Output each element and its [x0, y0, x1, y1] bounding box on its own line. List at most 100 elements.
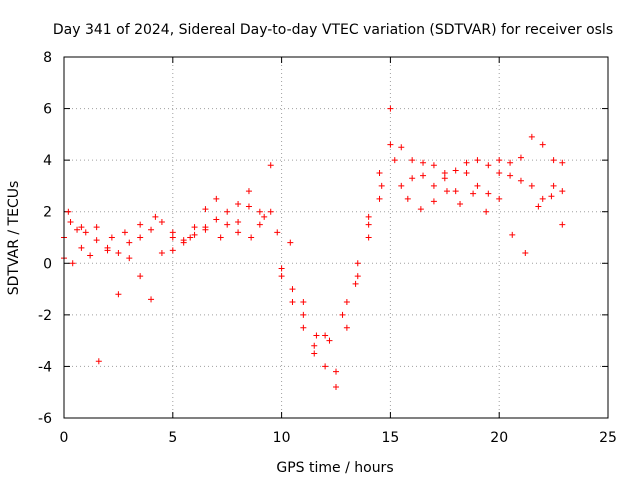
data-point — [430, 182, 437, 189]
data-point — [322, 363, 329, 370]
data-point — [137, 273, 144, 280]
data-point — [137, 234, 144, 241]
data-point — [311, 350, 318, 357]
data-point — [522, 249, 529, 256]
data-point — [148, 296, 155, 303]
y-tick-label: -4 — [38, 359, 52, 375]
data-point — [278, 273, 285, 280]
data-point — [507, 159, 514, 166]
data-point — [404, 195, 411, 202]
data-point — [152, 213, 159, 220]
data-point — [559, 188, 566, 195]
data-point — [474, 182, 481, 189]
data-point — [417, 206, 424, 213]
data-point — [278, 265, 285, 272]
x-tick-label: 0 — [60, 430, 69, 446]
data-point — [391, 157, 398, 164]
data-point — [191, 231, 198, 238]
y-tick-label: -6 — [38, 411, 52, 427]
data-point — [158, 249, 165, 256]
data-point — [452, 188, 459, 195]
data-point — [289, 286, 296, 293]
data-point — [420, 159, 427, 166]
data-point — [78, 244, 85, 251]
data-point — [126, 239, 133, 246]
x-tick-label: 25 — [599, 430, 617, 446]
data-point — [300, 311, 307, 318]
data-point — [289, 298, 296, 305]
data-point — [539, 141, 546, 148]
data-point — [539, 195, 546, 202]
data-point — [313, 332, 320, 339]
data-point — [65, 208, 72, 215]
data-point — [261, 213, 268, 220]
data-point — [507, 172, 514, 179]
x-tick-label: 5 — [168, 430, 177, 446]
data-point — [452, 167, 459, 174]
data-point — [121, 229, 128, 236]
data-point — [409, 157, 416, 164]
data-point — [548, 193, 555, 200]
grid-lines — [64, 57, 608, 418]
data-point — [267, 208, 274, 215]
data-point — [420, 172, 427, 179]
data-point — [378, 182, 385, 189]
y-tick-label: 2 — [43, 205, 52, 221]
data-point — [365, 234, 372, 241]
data-point — [169, 247, 176, 254]
data-point — [409, 175, 416, 182]
data-point — [443, 188, 450, 195]
data-point — [245, 203, 252, 210]
data-point — [528, 182, 535, 189]
data-point — [224, 208, 231, 215]
data-point — [108, 234, 115, 241]
data-point — [104, 247, 111, 254]
data-point — [496, 170, 503, 177]
data-point — [474, 157, 481, 164]
data-point — [441, 170, 448, 177]
data-point — [87, 252, 94, 259]
data-point — [74, 226, 81, 233]
y-axis-ticks: -6 -4 -2 0 2 4 6 8 — [38, 50, 608, 427]
data-point — [326, 337, 333, 344]
data-point — [387, 105, 394, 112]
data-point — [398, 182, 405, 189]
data-point — [333, 368, 339, 375]
data-point — [235, 200, 242, 207]
data-points — [61, 105, 566, 391]
y-axis-label: SDTVAR / TECUs — [6, 181, 22, 296]
data-point — [322, 332, 329, 339]
data-point — [115, 249, 122, 256]
data-point — [82, 229, 89, 236]
data-point — [248, 234, 255, 241]
data-point — [217, 234, 224, 241]
data-point — [267, 162, 274, 169]
x-axis-label: GPS time / hours — [276, 460, 393, 476]
data-point — [517, 154, 524, 161]
data-point — [311, 342, 318, 349]
data-point — [95, 358, 102, 365]
data-point — [365, 221, 372, 228]
data-point — [202, 226, 209, 233]
data-point — [274, 229, 281, 236]
data-point — [485, 162, 492, 169]
data-point — [256, 208, 263, 215]
data-point — [463, 170, 470, 177]
data-point — [430, 198, 437, 205]
data-point — [496, 157, 503, 164]
data-point — [158, 219, 165, 226]
data-point — [463, 159, 470, 166]
data-point — [496, 195, 503, 202]
data-point — [550, 157, 557, 164]
data-point — [169, 234, 176, 241]
data-point — [485, 190, 492, 197]
data-point — [550, 182, 557, 189]
data-point — [365, 213, 372, 220]
x-tick-label: 10 — [273, 430, 291, 446]
data-point — [235, 229, 242, 236]
data-point — [202, 206, 209, 213]
data-point — [470, 190, 477, 197]
x-tick-label: 20 — [490, 430, 508, 446]
plot-frame — [63, 56, 609, 419]
